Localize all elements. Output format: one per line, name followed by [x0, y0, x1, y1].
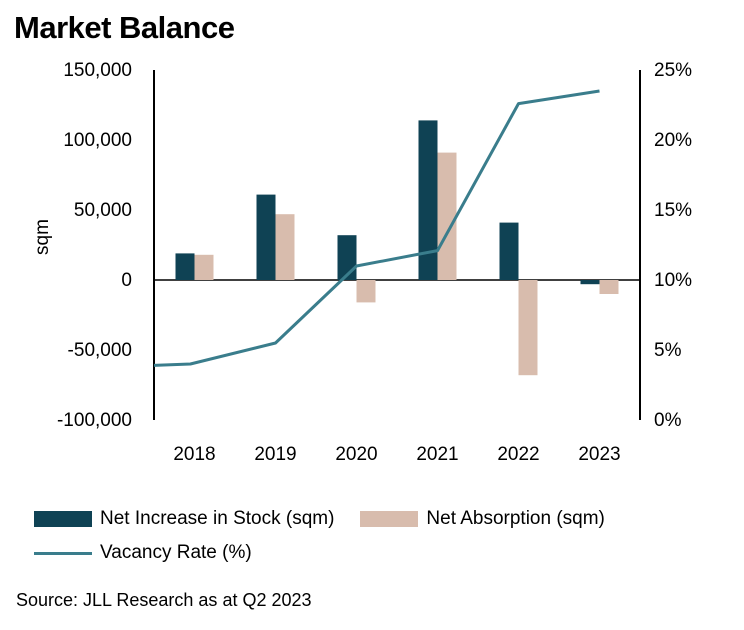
y2-tick-label: 0%: [654, 410, 682, 431]
bar-stock-2023: [580, 280, 600, 285]
x-tick-label: 2021: [416, 444, 458, 465]
y-tick-label: 0: [121, 270, 132, 291]
legend-item-vacancy: Vacancy Rate (%): [34, 542, 252, 564]
legend-label-absorption: Net Absorption (sqm): [426, 508, 605, 529]
legend-item-absorption: Net Absorption (sqm): [360, 508, 605, 530]
bar-absorption-2023: [599, 280, 619, 294]
y2-tick-label: 25%: [654, 60, 692, 81]
x-tick-label: 2022: [497, 444, 539, 465]
bar-stock-2019: [256, 194, 276, 280]
y-tick-label: -50,000: [68, 340, 132, 361]
bar-stock-2022: [499, 222, 519, 280]
legend-swatch-absorption: [360, 511, 419, 527]
bar-stock-2018: [175, 253, 195, 280]
source-note: Source: JLL Research as at Q2 2023: [16, 590, 312, 610]
y2-tick-label: 20%: [654, 130, 692, 151]
y2-tick-label: 15%: [654, 200, 692, 221]
y-tick-label: -100,000: [57, 410, 132, 431]
bar-stock-2021: [418, 120, 438, 281]
legend-swatch-vacancy: [34, 551, 92, 555]
legend-label-stock: Net Increase in Stock (sqm): [100, 508, 335, 529]
y-tick-label: 150,000: [63, 60, 132, 81]
chart-bars: [175, 120, 619, 376]
legend-swatch-stock: [34, 511, 92, 527]
chart-legend: Net Increase in Stock (sqm) Net Absorpti…: [34, 502, 631, 570]
y2-tick-label: 10%: [654, 270, 692, 291]
x-tick-label: 2019: [254, 444, 296, 465]
x-tick-label: 2018: [173, 444, 215, 465]
chart-title: Market Balance: [14, 10, 235, 45]
bar-absorption-2022: [518, 280, 538, 376]
bar-absorption-2020: [356, 280, 376, 303]
bar-absorption-2018: [194, 254, 214, 280]
y-axis-label: sqm: [32, 219, 53, 255]
vacancy-rate-line: [153, 89, 600, 367]
x-tick-label: 2020: [335, 444, 377, 465]
chart-line: [153, 89, 600, 367]
chart-svg: -100,000 -50,000 0 50,000 100,000 150,000 0% 5%…: [32, 60, 692, 465]
legend-item-stock: Net Increase in Stock (sqm): [34, 508, 334, 530]
y-tick-label: 100,000: [63, 130, 132, 151]
y-tick-label: 50,000: [74, 200, 132, 221]
y2-tick-label: 5%: [654, 340, 682, 361]
bar-absorption-2019: [275, 214, 295, 280]
chart-axes: [153, 70, 641, 420]
bar-absorption-2021: [437, 152, 457, 280]
chart-labels: -100,000 -50,000 0 50,000 100,000 150,000 0% 5%…: [32, 60, 692, 465]
x-tick-label: 2023: [578, 444, 620, 465]
legend-label-vacancy: Vacancy Rate (%): [100, 542, 252, 563]
